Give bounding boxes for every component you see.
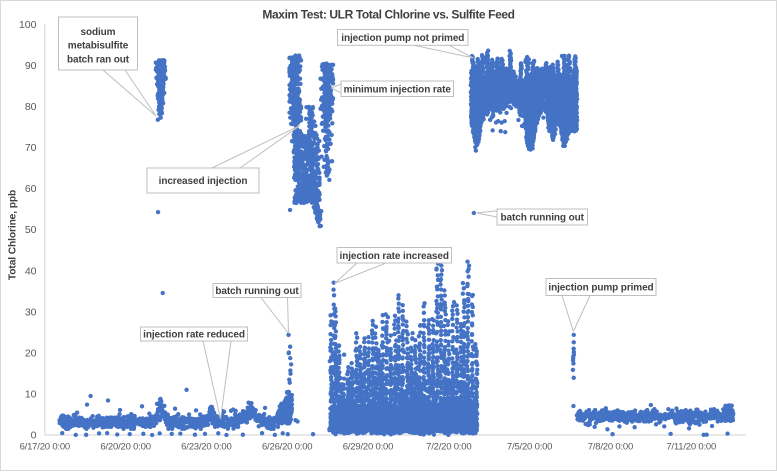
svg-text:10: 10 (25, 388, 37, 400)
svg-text:90: 90 (25, 60, 37, 72)
svg-text:minimum injection rate: minimum injection rate (344, 84, 452, 95)
svg-text:6/17/20 0:00: 6/17/20 0:00 (20, 442, 70, 453)
svg-text:Total Chlorine, ppb: Total Chlorine, ppb (7, 190, 18, 280)
svg-text:6/20/20 0:00: 6/20/20 0:00 (100, 442, 150, 453)
svg-text:batch ran out: batch ran out (67, 54, 130, 65)
svg-text:100: 100 (19, 19, 37, 31)
svg-text:injection rate reduced: injection rate reduced (143, 330, 245, 341)
svg-text:20: 20 (25, 347, 37, 359)
svg-text:batch running out: batch running out (215, 286, 299, 297)
svg-text:6/23/20 0:00: 6/23/20 0:00 (181, 442, 231, 453)
svg-text:7/2/20 0:00: 7/2/20 0:00 (426, 442, 471, 453)
svg-text:batch running out: batch running out (501, 213, 585, 224)
svg-text:7/8/20 0:00: 7/8/20 0:00 (588, 442, 633, 453)
svg-text:6/29/20 0:00: 6/29/20 0:00 (343, 442, 393, 453)
svg-text:7/11/20 0:00: 7/11/20 0:00 (666, 442, 716, 453)
svg-text:50: 50 (25, 224, 37, 236)
svg-text:increased injection: increased injection (159, 176, 248, 187)
svg-text:7/5/20 0:00: 7/5/20 0:00 (507, 442, 552, 453)
svg-text:70: 70 (25, 142, 37, 154)
svg-text:sodium: sodium (81, 27, 116, 38)
svg-text:Maxim Test: ULR Total Chlorine: Maxim Test: ULR Total Chlorine vs. Sulfi… (262, 8, 514, 22)
svg-text:0: 0 (31, 430, 37, 442)
svg-text:metabisulfite: metabisulfite (68, 41, 129, 52)
svg-text:40: 40 (25, 265, 37, 277)
svg-text:80: 80 (25, 101, 37, 113)
svg-text:injection pump primed: injection pump primed (548, 283, 653, 294)
svg-text:injection pump not primed: injection pump not primed (341, 33, 464, 44)
svg-text:60: 60 (25, 183, 37, 195)
svg-text:6/26/20 0:00: 6/26/20 0:00 (262, 442, 312, 453)
svg-text:30: 30 (25, 306, 37, 318)
svg-text:injection rate increased: injection rate increased (340, 251, 449, 262)
